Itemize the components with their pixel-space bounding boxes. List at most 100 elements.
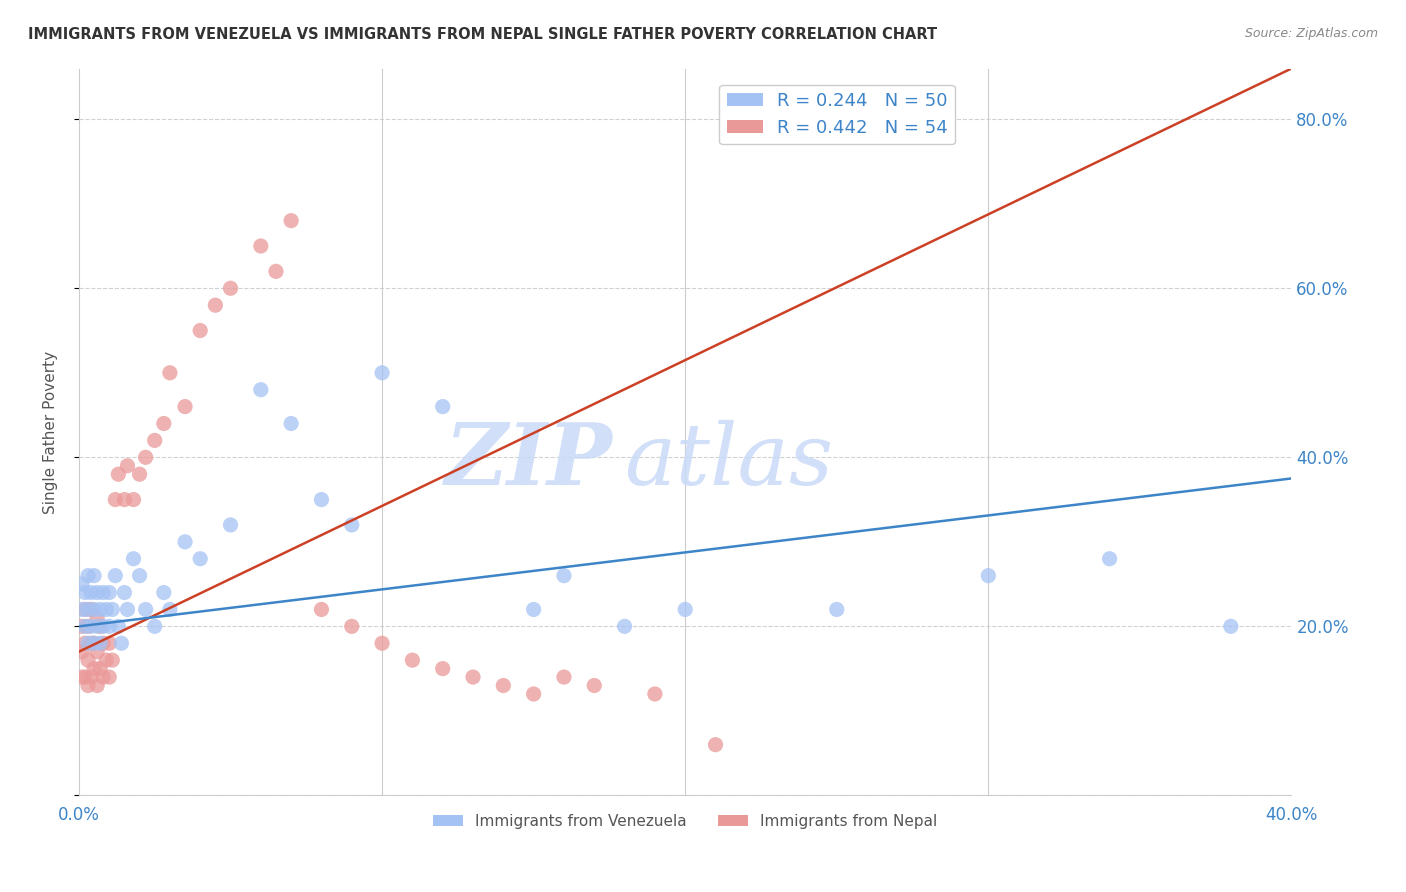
Point xyxy=(80,602,103,616)
Point xyxy=(107,619,129,633)
Point xyxy=(77,679,100,693)
Point xyxy=(83,568,105,582)
Point xyxy=(159,366,181,380)
Point xyxy=(280,417,302,431)
Point xyxy=(250,239,273,253)
Point xyxy=(91,619,114,633)
Text: atlas: atlas xyxy=(624,420,834,502)
Y-axis label: Single Father Poverty: Single Father Poverty xyxy=(44,351,58,514)
Point xyxy=(91,670,114,684)
Point xyxy=(98,670,121,684)
Point xyxy=(704,738,727,752)
Point xyxy=(143,434,166,448)
Point xyxy=(371,366,394,380)
Point xyxy=(77,636,100,650)
Point xyxy=(73,636,96,650)
Point xyxy=(80,636,103,650)
Point xyxy=(340,517,363,532)
Point xyxy=(98,636,121,650)
Point xyxy=(104,568,127,582)
Point xyxy=(553,568,575,582)
Point xyxy=(80,585,103,599)
Point xyxy=(523,602,546,616)
Text: IMMIGRANTS FROM VENEZUELA VS IMMIGRANTS FROM NEPAL SINGLE FATHER POVERTY CORRELA: IMMIGRANTS FROM VENEZUELA VS IMMIGRANTS … xyxy=(28,27,938,42)
Point xyxy=(89,619,111,633)
Point xyxy=(122,492,145,507)
Point xyxy=(107,467,129,482)
Point xyxy=(112,585,135,599)
Point xyxy=(89,602,111,616)
Point xyxy=(311,602,333,616)
Text: ZIP: ZIP xyxy=(444,419,613,503)
Point xyxy=(86,645,108,659)
Point xyxy=(83,602,105,616)
Point xyxy=(86,679,108,693)
Point xyxy=(89,662,111,676)
Point xyxy=(70,645,93,659)
Legend: Immigrants from Venezuela, Immigrants from Nepal: Immigrants from Venezuela, Immigrants fr… xyxy=(426,808,943,835)
Point xyxy=(98,585,121,599)
Point xyxy=(83,636,105,650)
Point xyxy=(70,670,93,684)
Point xyxy=(104,492,127,507)
Point xyxy=(825,602,848,616)
Point xyxy=(432,400,454,414)
Point xyxy=(613,619,636,633)
Point xyxy=(70,577,93,591)
Point xyxy=(98,619,121,633)
Text: Source: ZipAtlas.com: Source: ZipAtlas.com xyxy=(1244,27,1378,40)
Point xyxy=(117,602,139,616)
Point xyxy=(80,619,103,633)
Point xyxy=(135,450,157,465)
Point xyxy=(77,568,100,582)
Point xyxy=(311,492,333,507)
Point xyxy=(153,417,176,431)
Point xyxy=(117,458,139,473)
Point xyxy=(73,585,96,599)
Point xyxy=(70,602,93,616)
Point xyxy=(188,551,211,566)
Point xyxy=(112,492,135,507)
Point xyxy=(83,636,105,650)
Point xyxy=(73,670,96,684)
Point xyxy=(219,517,242,532)
Point xyxy=(86,619,108,633)
Point xyxy=(188,324,211,338)
Point xyxy=(159,602,181,616)
Point xyxy=(143,619,166,633)
Point xyxy=(401,653,423,667)
Point xyxy=(492,679,515,693)
Point xyxy=(96,653,118,667)
Point xyxy=(174,400,197,414)
Point xyxy=(644,687,666,701)
Point xyxy=(110,636,132,650)
Point xyxy=(83,662,105,676)
Point xyxy=(432,662,454,676)
Point xyxy=(135,602,157,616)
Point xyxy=(1219,619,1241,633)
Point xyxy=(204,298,226,312)
Point xyxy=(89,636,111,650)
Point xyxy=(523,687,546,701)
Point xyxy=(128,467,150,482)
Point xyxy=(461,670,484,684)
Point xyxy=(73,619,96,633)
Point xyxy=(340,619,363,633)
Point xyxy=(583,679,606,693)
Point xyxy=(264,264,287,278)
Point xyxy=(77,653,100,667)
Point xyxy=(91,636,114,650)
Point xyxy=(1098,551,1121,566)
Point xyxy=(977,568,1000,582)
Point xyxy=(153,585,176,599)
Point xyxy=(91,585,114,599)
Point xyxy=(122,551,145,566)
Point xyxy=(371,636,394,650)
Point xyxy=(73,602,96,616)
Point xyxy=(174,534,197,549)
Point xyxy=(673,602,696,616)
Point xyxy=(96,602,118,616)
Point xyxy=(101,653,124,667)
Point xyxy=(250,383,273,397)
Point xyxy=(77,602,100,616)
